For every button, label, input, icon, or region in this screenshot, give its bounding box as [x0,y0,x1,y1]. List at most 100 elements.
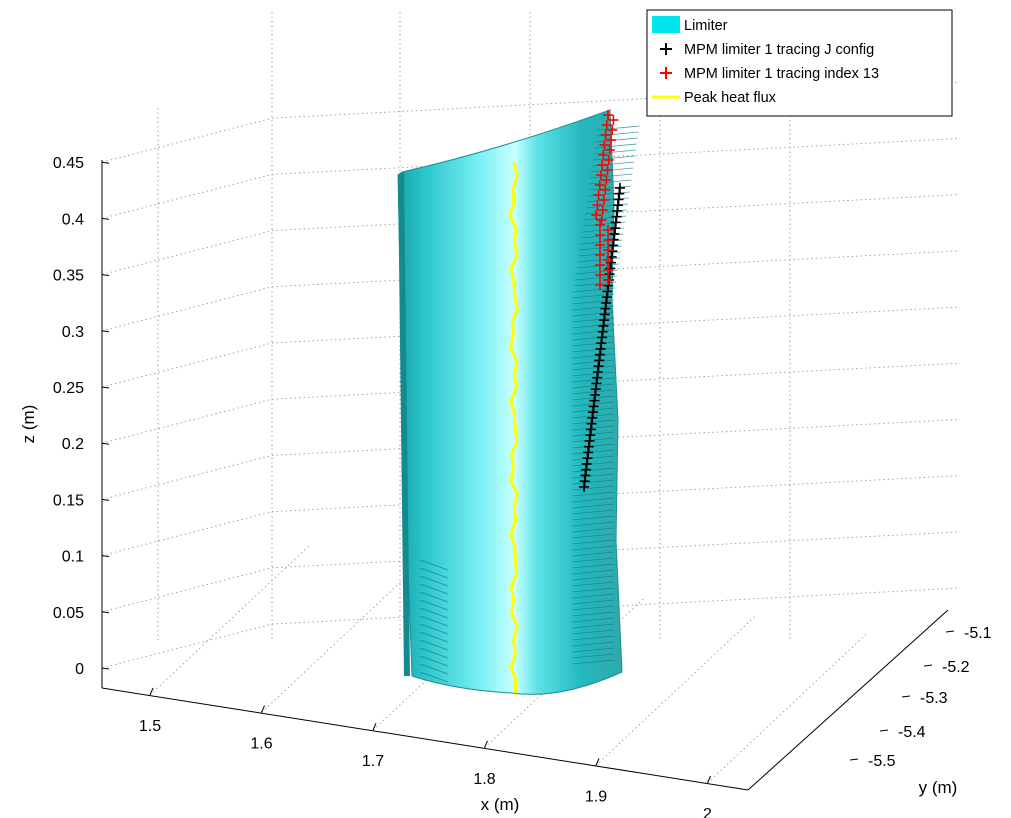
axes-box [101,160,949,791]
z-tick-mark [101,274,110,277]
legend-box [646,9,953,117]
z-axis-title: z (m) [19,405,38,444]
z-tick-label: 0.35 [53,268,84,285]
mesh-line [571,563,615,569]
legend-label-peak-heat-flux: Peak heat flux [684,90,777,106]
z-tick-label: 0.1 [62,549,84,566]
z-grid-line [101,342,273,388]
x-axis-line [101,687,749,791]
z-tick-label: 0.2 [62,436,84,453]
z-grid-line [101,454,273,500]
z-tick-label: 0.45 [53,155,84,172]
mesh-line [571,371,615,377]
mesh-line [571,509,615,515]
z-grid-line [101,567,273,613]
z-grid-line [101,173,273,219]
mesh-line [571,341,615,347]
z-tick-mark [101,442,110,445]
mesh-line [571,305,615,311]
mesh-line [419,631,449,643]
z-tick-mark [101,217,110,220]
x-tick-labels: 1.5 1.6 1.7 1.8 1.9 2 [139,718,712,818]
x-tick-label: 1.6 [250,736,272,753]
y-tick-label: -5.2 [942,659,970,676]
legend-label-index-13: MPM limiter 1 tracing index 13 [684,66,879,82]
x-grid-line [261,562,422,713]
mesh-line [571,593,615,599]
mesh-line [571,479,615,485]
mesh-line [571,347,615,353]
mesh-line [571,503,615,509]
z-grid-line [101,286,273,332]
mesh-line [571,527,615,533]
x-tick-mark [372,723,377,731]
mesh-line [571,641,615,647]
limiter-dark-edge [398,172,410,676]
y-tick-mark [901,695,911,698]
mesh-line [571,389,615,395]
mesh-line [571,623,615,629]
mesh-line [571,599,615,605]
mesh-line [592,155,636,161]
mesh-line [419,591,449,603]
mesh-line [571,395,615,401]
mesh-line [571,581,615,587]
legend-label-j-config: MPM limiter 1 tracing J config [684,42,874,58]
mesh-line [571,515,615,521]
y-tick-label: -5.5 [868,753,896,770]
x-grid-line [372,579,534,731]
mesh-line [571,611,615,617]
mesh-line [571,473,615,479]
y-axis-line [747,609,949,791]
x-tick-label: 2 [703,806,712,818]
mesh-line [571,491,615,497]
x-tick-label: 1.5 [139,718,161,735]
z-tick-mark [101,611,110,614]
mesh-line [571,539,615,545]
mesh-line [419,615,449,627]
mesh-line [571,461,615,467]
x-tick-label: 1.7 [362,753,384,770]
x-tick-mark [149,687,154,696]
y-tick-mark [945,630,955,633]
mesh-line [419,647,449,659]
mesh-line [571,425,615,431]
mesh-line [595,137,638,143]
y-tick-labels: -5.1 -5.2 -5.3 -5.4-5.5 [868,625,992,770]
legend: Limiter MPM limiter 1 tracing J config M… [646,9,953,117]
mesh-line [571,533,615,539]
mesh-line [571,647,615,653]
x-grid-line [595,615,757,766]
z-tick-mark [101,555,110,558]
mesh-line [419,671,449,683]
mesh-line [571,635,615,641]
z-grid-line [271,306,961,344]
mesh-line [590,173,633,179]
mesh-line [571,377,615,383]
mesh-line [571,383,615,389]
legend-marker-j-config [660,43,672,55]
mesh-line [589,179,632,185]
x-axis-title: x (m) [481,795,520,814]
y-axis-title: y (m) [919,778,958,797]
z-tick-label: 0.25 [53,380,84,397]
mesh-line [571,365,615,371]
x-grid-line [149,544,311,696]
mesh-line [571,545,615,551]
mesh-line [571,317,615,323]
x-grid-line [484,597,645,749]
x-tick-label: 1.8 [473,771,495,788]
mesh-line [571,659,615,665]
mesh-line [594,143,637,149]
mesh-line [571,605,615,611]
mesh-line [577,257,620,263]
z-tick-label: 0.05 [53,605,84,622]
series-tracing-j-config [579,182,625,492]
z-tick-label: 0.15 [53,492,84,509]
mesh-line [571,653,615,659]
mesh-line [571,431,615,437]
mesh-line [571,551,615,557]
z-tick-label: 0 [75,661,84,678]
x-grid-line [707,632,868,784]
y-tick-label: -5.4 [898,724,926,741]
